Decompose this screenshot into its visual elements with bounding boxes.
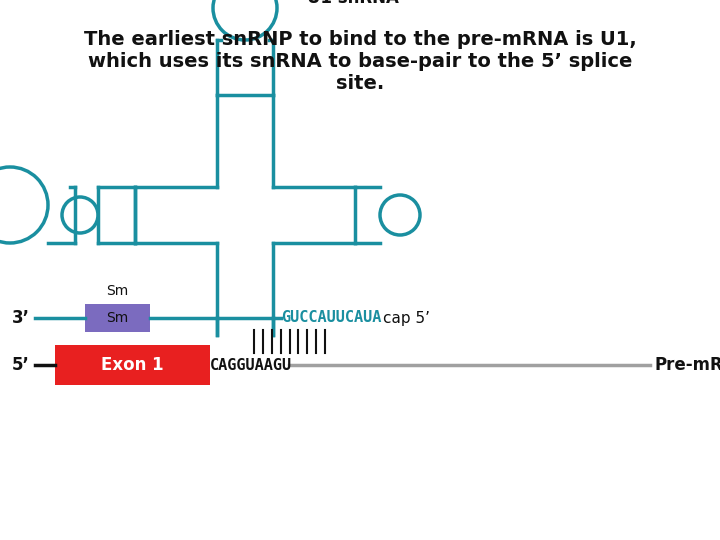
Text: Pre-mRNA: Pre-mRNA <box>655 356 720 374</box>
Text: 3’: 3’ <box>12 309 30 327</box>
Text: Exon 1: Exon 1 <box>102 356 164 374</box>
Text: 5’: 5’ <box>12 356 30 374</box>
Bar <box>55 345 210 385</box>
Text: Sm: Sm <box>107 311 129 325</box>
Bar <box>85 304 150 332</box>
Text: The earliest snRNP to bind to the pre-mRNA is U1,
which uses its snRNA to base-p: The earliest snRNP to bind to the pre-mR… <box>84 30 636 93</box>
Text: CAGGUAAGU: CAGGUAAGU <box>210 357 292 373</box>
Text: cap 5’: cap 5’ <box>383 310 430 326</box>
Text: U1 snRNA: U1 snRNA <box>307 0 399 7</box>
Text: GUCCAUUCAUA: GUCCAUUCAUA <box>281 310 382 326</box>
Text: Sm: Sm <box>107 284 129 298</box>
